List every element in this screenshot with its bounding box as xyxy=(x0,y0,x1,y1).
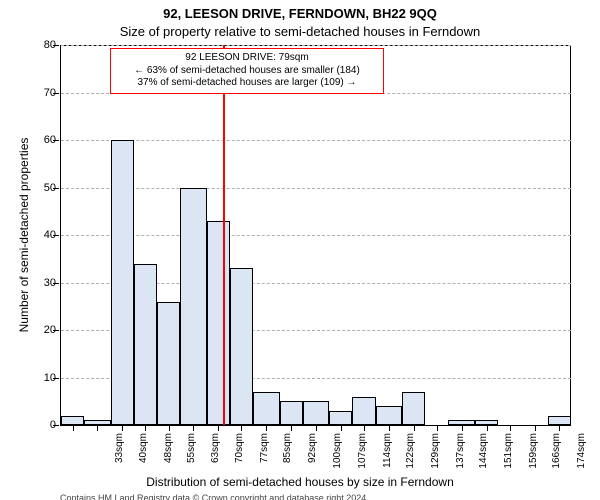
y-tick-label: 50 xyxy=(26,182,56,194)
x-tick xyxy=(341,425,342,431)
y-tick-label: 60 xyxy=(26,134,56,146)
x-tick-label: 48sqm xyxy=(163,433,174,478)
x-tick-label: 166sqm xyxy=(551,433,562,478)
x-tick-label: 137sqm xyxy=(455,433,466,478)
x-tick xyxy=(510,425,511,431)
grid-line xyxy=(61,235,571,236)
annotation-line-1: 92 LEESON DRIVE: 79sqm xyxy=(117,52,377,65)
x-tick-label: 159sqm xyxy=(528,433,539,478)
grid-line xyxy=(61,188,571,189)
histogram-bar xyxy=(230,268,253,425)
x-tick xyxy=(291,425,292,431)
x-tick-label: 92sqm xyxy=(307,433,318,478)
y-tick-label: 30 xyxy=(26,277,56,289)
marker-line xyxy=(223,45,225,425)
x-tick xyxy=(316,425,317,431)
histogram-bar xyxy=(280,401,303,425)
annotation-line-3: 37% of semi-detached houses are larger (… xyxy=(117,77,377,90)
plot-area xyxy=(60,45,571,426)
annotation-line-2: ← 63% of semi-detached houses are smalle… xyxy=(117,65,377,78)
histogram-bar xyxy=(180,188,206,426)
x-tick xyxy=(487,425,488,431)
histogram-bar xyxy=(352,397,375,426)
histogram-bar xyxy=(61,416,84,426)
histogram-bar xyxy=(548,416,571,426)
histogram-bar xyxy=(253,392,279,425)
histogram-bar xyxy=(157,302,180,426)
x-tick xyxy=(218,425,219,431)
y-tick-label: 80 xyxy=(26,39,56,51)
x-tick-label: 33sqm xyxy=(114,433,125,478)
histogram-bar xyxy=(329,411,352,425)
histogram-bar xyxy=(402,392,425,425)
x-tick xyxy=(122,425,123,431)
histogram-bar xyxy=(134,264,157,426)
x-tick xyxy=(169,425,170,431)
histogram-bar xyxy=(111,140,134,425)
y-tick-label: 10 xyxy=(26,372,56,384)
x-tick xyxy=(437,425,438,431)
x-tick xyxy=(364,425,365,431)
y-tick-label: 40 xyxy=(26,229,56,241)
x-tick xyxy=(389,425,390,431)
chart-title-1: 92, LEESON DRIVE, FERNDOWN, BH22 9QQ xyxy=(0,6,600,21)
footer-line-1: Contains HM Land Registry data © Crown c… xyxy=(60,493,570,500)
x-tick xyxy=(462,425,463,431)
x-tick-label: 151sqm xyxy=(503,433,514,478)
grid-line xyxy=(61,140,571,141)
x-tick-label: 174sqm xyxy=(576,433,587,478)
x-tick-label: 85sqm xyxy=(282,433,293,478)
x-tick-label: 63sqm xyxy=(210,433,221,478)
x-tick xyxy=(193,425,194,431)
x-tick-label: 77sqm xyxy=(259,433,270,478)
x-tick-label: 40sqm xyxy=(138,433,149,478)
y-tick-label: 0 xyxy=(26,419,56,431)
grid-line xyxy=(61,45,571,46)
x-tick-label: 144sqm xyxy=(478,433,489,478)
x-tick-label: 107sqm xyxy=(357,433,368,478)
footer-text: Contains HM Land Registry data © Crown c… xyxy=(60,493,570,500)
x-tick xyxy=(535,425,536,431)
chart-container: 92, LEESON DRIVE, FERNDOWN, BH22 9QQ Siz… xyxy=(0,0,600,500)
x-tick xyxy=(266,425,267,431)
y-tick-label: 70 xyxy=(26,87,56,99)
histogram-bar xyxy=(303,401,329,425)
x-tick-label: 122sqm xyxy=(405,433,416,478)
x-tick xyxy=(414,425,415,431)
x-tick-label: 70sqm xyxy=(234,433,245,478)
y-tick-label: 20 xyxy=(26,324,56,336)
histogram-bar xyxy=(376,406,402,425)
x-tick xyxy=(73,425,74,431)
x-tick-label: 100sqm xyxy=(332,433,343,478)
x-tick xyxy=(241,425,242,431)
x-tick xyxy=(97,425,98,431)
x-tick-label: 55sqm xyxy=(186,433,197,478)
histogram-bar xyxy=(207,221,230,425)
x-tick xyxy=(559,425,560,431)
chart-title-2: Size of property relative to semi-detach… xyxy=(0,24,600,39)
x-tick xyxy=(145,425,146,431)
annotation-box: 92 LEESON DRIVE: 79sqm ← 63% of semi-det… xyxy=(110,48,384,94)
x-tick-label: 129sqm xyxy=(430,433,441,478)
x-tick-label: 114sqm xyxy=(382,433,393,478)
